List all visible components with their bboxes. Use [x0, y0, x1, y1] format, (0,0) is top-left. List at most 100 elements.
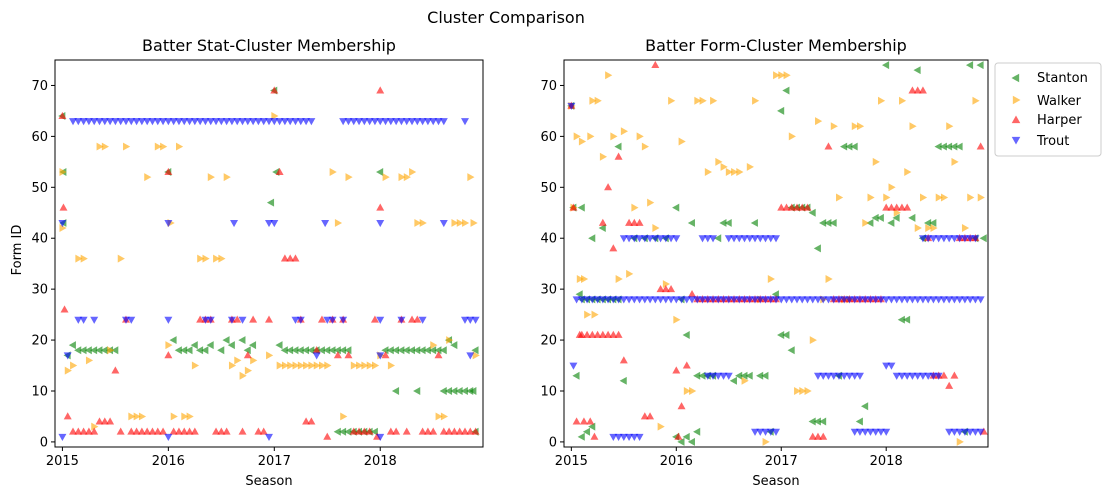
point-stanton-23	[682, 330, 690, 339]
point-walker-8	[589, 96, 597, 105]
point-trout-10	[614, 296, 623, 304]
point-harper-43	[270, 86, 279, 94]
point-harper-22	[164, 167, 173, 175]
point-trout-83	[635, 235, 644, 243]
point-trout-102	[766, 235, 775, 243]
form-panel-title: Batter Form-Cluster Membership	[645, 36, 907, 55]
point-stanton-67	[913, 66, 921, 75]
ytick-label-10: 10	[31, 384, 48, 399]
point-stanton-60	[413, 346, 421, 355]
point-stanton-92	[577, 432, 585, 441]
point-walker-9	[101, 142, 109, 151]
point-stanton-25	[693, 371, 701, 380]
point-trout-15	[132, 118, 141, 126]
point-walker-55	[361, 361, 369, 370]
point-walker-55	[830, 122, 838, 131]
point-trout-140	[609, 433, 618, 442]
point-walker-36	[731, 168, 739, 177]
point-walker-70	[909, 122, 917, 131]
point-harper-55	[333, 351, 342, 359]
point-stanton-62	[423, 346, 431, 355]
point-harper-18	[143, 427, 152, 435]
point-harper-73	[418, 427, 427, 435]
point-trout-55	[850, 296, 859, 304]
point-harper-88	[976, 142, 985, 150]
point-trout-99	[751, 235, 759, 243]
point-stanton-20	[201, 346, 209, 355]
point-walker-32	[710, 96, 718, 105]
point-trout-117	[714, 372, 723, 380]
point-trout-44	[793, 296, 801, 304]
point-trout-158	[945, 428, 954, 436]
point-trout-25	[185, 118, 194, 126]
point-trout-157	[882, 428, 891, 436]
point-stanton-50	[824, 218, 832, 227]
point-stanton-58	[866, 218, 874, 227]
point-trout-21	[672, 296, 681, 304]
point-walker-39	[276, 361, 284, 370]
point-harper-10	[100, 417, 109, 425]
point-stanton-52	[370, 427, 378, 436]
point-walker-17	[154, 142, 162, 151]
point-trout-103	[772, 235, 780, 243]
point-stanton-21	[672, 203, 680, 212]
point-stanton-24	[227, 341, 235, 350]
point-trout-149	[766, 428, 775, 436]
point-stanton-12	[577, 203, 585, 212]
point-harper-33	[217, 427, 226, 435]
point-trout-23	[682, 296, 691, 304]
point-stanton-16	[180, 346, 188, 355]
point-trout-80	[619, 235, 628, 243]
point-stanton-57	[861, 402, 869, 411]
point-stanton-6	[79, 346, 87, 355]
point-walker-72	[462, 218, 470, 227]
point-trout-29	[714, 296, 723, 304]
point-stanton-37	[756, 371, 764, 380]
point-trout-37	[756, 296, 765, 304]
point-trout-89	[466, 316, 475, 324]
point-stanton-10	[100, 346, 108, 355]
point-trout-94	[724, 235, 733, 243]
point-trout-34	[233, 118, 242, 126]
point-stanton-14	[169, 336, 177, 345]
point-harper-66	[381, 351, 390, 359]
point-trout-8	[95, 118, 104, 126]
point-harper-13	[586, 417, 595, 425]
point-trout-154	[866, 428, 875, 436]
point-stanton-12	[111, 346, 119, 355]
point-harper-5	[74, 427, 83, 435]
point-stanton-75	[955, 142, 963, 151]
point-stanton-16	[619, 376, 627, 385]
point-trout-68	[918, 296, 927, 304]
point-trout-92	[230, 220, 239, 228]
xtick-label-2015: 2015	[46, 454, 79, 469]
point-trout-159	[950, 428, 959, 436]
point-trout-46	[296, 118, 305, 126]
point-trout-86	[397, 316, 406, 324]
xtick-label-2018: 2018	[870, 454, 903, 469]
point-harper-50	[307, 417, 316, 425]
point-walker-8	[96, 142, 104, 151]
point-stanton-39	[317, 346, 325, 355]
point-trout-83	[328, 316, 337, 324]
point-harper-31	[677, 402, 686, 410]
point-harper-39	[249, 315, 258, 323]
point-trout-86	[651, 235, 660, 243]
point-trout-64	[897, 296, 906, 304]
point-walker-38	[271, 112, 279, 121]
point-walker-59	[382, 173, 390, 182]
point-stanton-34	[291, 346, 299, 355]
point-walker-5	[581, 274, 589, 283]
point-trout-88	[661, 235, 670, 243]
point-trout-96	[376, 220, 385, 228]
point-trout-13	[630, 296, 639, 304]
point-walker-64	[414, 218, 422, 227]
point-trout-39	[766, 296, 775, 304]
point-trout-146	[751, 428, 759, 436]
point-walker-17	[631, 203, 639, 212]
point-trout-84	[640, 235, 649, 243]
legend-box	[994, 62, 1102, 157]
point-stanton-33	[285, 346, 294, 355]
point-harper-82	[466, 427, 475, 435]
point-walker-47	[319, 361, 327, 370]
